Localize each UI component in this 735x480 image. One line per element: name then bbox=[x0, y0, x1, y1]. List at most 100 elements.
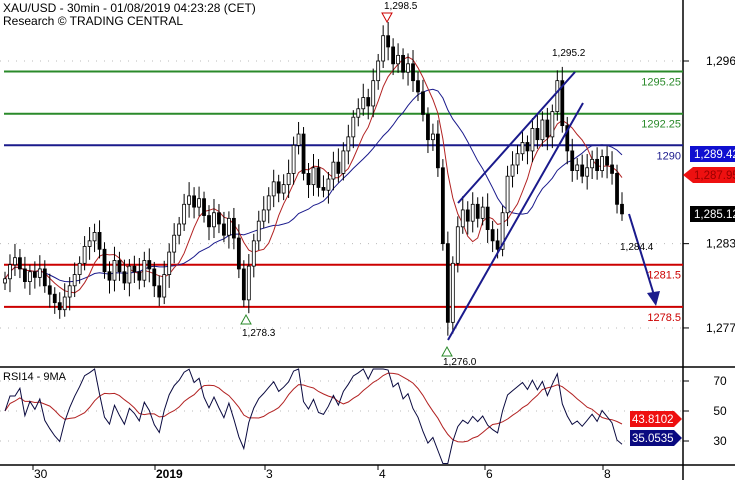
candle-bull bbox=[251, 240, 256, 267]
candle-bull bbox=[127, 265, 132, 284]
candle-bull bbox=[177, 223, 182, 236]
candle-bear bbox=[445, 243, 450, 323]
candle-bear bbox=[97, 232, 102, 250]
candle-bull bbox=[550, 111, 555, 138]
candle-bull bbox=[585, 167, 590, 177]
level-label: 1278.5 bbox=[647, 312, 681, 324]
candle-bear bbox=[391, 46, 396, 65]
candle-bear bbox=[47, 285, 52, 295]
rsi-tick-label: 30 bbox=[713, 434, 727, 448]
candle-bear bbox=[485, 206, 490, 230]
candle-bull bbox=[162, 274, 167, 298]
candle-bull bbox=[510, 164, 515, 177]
candle-bear bbox=[57, 302, 62, 311]
candle-bear bbox=[222, 223, 226, 236]
candle-bull bbox=[600, 156, 604, 171]
candle-bull bbox=[396, 54, 400, 65]
x-tick-label: 4 bbox=[379, 467, 386, 480]
candle-bull bbox=[376, 60, 381, 82]
candle-bear bbox=[117, 260, 122, 273]
candle-bull bbox=[291, 144, 296, 174]
candle-bull bbox=[67, 285, 72, 298]
y-tick-label: 1,277 bbox=[706, 321, 735, 335]
annotation-label: 1,284.4 bbox=[620, 242, 654, 253]
candle-bear bbox=[605, 156, 609, 166]
chart-source: Research © TRADING CENTRAL bbox=[3, 14, 183, 28]
candle-bull bbox=[142, 260, 147, 281]
candle-bear bbox=[421, 91, 425, 115]
rsi-value-label: 35.0535 bbox=[632, 433, 674, 445]
candle-bull bbox=[371, 80, 376, 107]
candle-bear bbox=[416, 80, 420, 93]
candle-bull bbox=[8, 264, 12, 280]
rsi-value-label: 43.8102 bbox=[632, 414, 674, 426]
candle-bull bbox=[341, 150, 346, 174]
candle-bull bbox=[112, 260, 117, 281]
level-label: 1292.25 bbox=[641, 119, 681, 131]
candle-bull bbox=[520, 142, 525, 155]
candle-bull bbox=[227, 217, 231, 236]
level-label: 1290 bbox=[657, 150, 681, 162]
y-tick-label: 1,296 bbox=[706, 54, 735, 68]
candle-bear bbox=[386, 35, 391, 48]
candle-bear bbox=[426, 113, 430, 141]
rsi-value-tag bbox=[630, 430, 682, 446]
candle-bear bbox=[236, 237, 241, 270]
price-tag-label: 1,287.95 bbox=[694, 170, 735, 182]
candle-bear bbox=[336, 161, 341, 174]
x-tick-label: 3 bbox=[266, 467, 273, 480]
price-tag bbox=[690, 206, 735, 222]
candle-bull bbox=[27, 271, 32, 282]
candle-bull bbox=[187, 195, 192, 205]
candle-bear bbox=[207, 215, 211, 228]
candle-bull bbox=[296, 133, 301, 146]
candle-bull bbox=[311, 167, 316, 186]
candle-bear bbox=[535, 128, 540, 141]
candle-bear bbox=[475, 203, 480, 219]
candle-bear bbox=[595, 158, 600, 171]
candle-bear bbox=[565, 125, 570, 152]
candle-bear bbox=[490, 229, 495, 242]
rsi-value-tag bbox=[630, 411, 682, 427]
candle-bull bbox=[246, 265, 251, 301]
candle-bear bbox=[411, 63, 415, 82]
rsi-tick-label: 50 bbox=[713, 404, 727, 418]
rsi-title: RSI14 - 9MA bbox=[3, 371, 67, 383]
annotation-label: 1,295.2 bbox=[552, 48, 586, 59]
annotation-label: 1,298.5 bbox=[384, 1, 418, 12]
candle-bull bbox=[326, 178, 331, 191]
candle-bear bbox=[435, 133, 440, 169]
candle-bull bbox=[172, 234, 177, 253]
candle-bull bbox=[460, 209, 465, 228]
candle-bull bbox=[381, 35, 386, 62]
candle-bull bbox=[266, 195, 271, 211]
rsi-ma-line bbox=[4, 372, 623, 443]
candle-bull bbox=[72, 274, 77, 287]
candle-bear bbox=[202, 198, 206, 216]
candle-bull bbox=[271, 181, 276, 197]
chart-title: XAU/USD - 30min - 01/08/2019 04:23:28 (C… bbox=[3, 1, 256, 15]
candle-bull bbox=[77, 262, 82, 275]
candle-bull bbox=[182, 203, 187, 225]
candle-bear bbox=[615, 172, 619, 205]
candle-bear bbox=[107, 271, 112, 281]
candle-bull bbox=[455, 226, 460, 264]
triangle-up-icon bbox=[441, 345, 453, 357]
arrow-head-icon bbox=[647, 291, 660, 306]
candle-bull bbox=[62, 296, 67, 311]
price-tag-label: 1,289.42 bbox=[694, 149, 735, 161]
candle-bull bbox=[431, 133, 435, 141]
candle-bull bbox=[261, 209, 266, 222]
candle-bull bbox=[500, 212, 505, 250]
candle-bull bbox=[3, 278, 7, 284]
candle-bull bbox=[470, 203, 475, 222]
y-tick-label: 1,283 bbox=[706, 237, 735, 251]
candle-bull bbox=[361, 97, 366, 110]
rsi-tick-label: 70 bbox=[713, 374, 727, 388]
candle-bear bbox=[495, 240, 500, 250]
triangle-up-icon bbox=[240, 313, 252, 325]
candle-bull bbox=[575, 164, 580, 171]
candle-bear bbox=[18, 257, 22, 270]
